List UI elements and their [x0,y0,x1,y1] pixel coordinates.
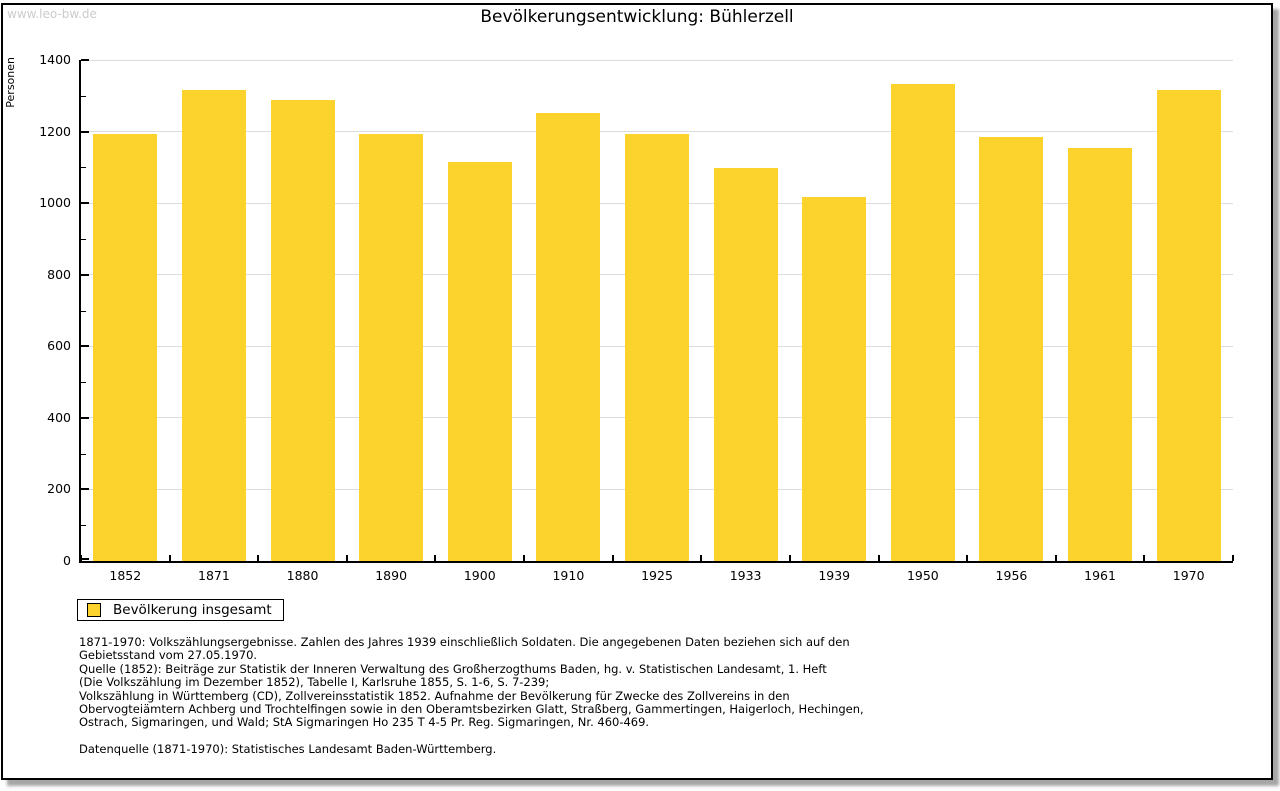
x-tick-4 [434,555,437,561]
gridline-1400 [81,59,1233,61]
watermark: www.leo-bw.de [7,7,97,21]
y-axis-title: Personen [4,57,19,127]
y-major-tick-800 [81,273,89,276]
footnote-line: (Die Volkszählung im Dezember 1852), Tab… [79,675,550,690]
bar-1939 [802,197,867,561]
x-tick-3 [345,555,348,561]
x-tick-label-1900: 1900 [463,568,496,583]
x-tick-label-1933: 1933 [729,568,762,583]
x-axis-ticks-layer [80,60,1234,561]
page-title: Bevölkerungsentwicklung: Bühlerzell [480,7,794,27]
bar-1852 [93,134,158,561]
x-tick-label-1880: 1880 [286,568,319,583]
y-tick-label-1200: 1200 [39,123,71,139]
bar-chart-plot-area: 0 200 400 600 800 1000 1200 1400 1852 1871 1880 18… [39,52,1234,583]
footnote-line: Gebietsstand vom 27.05.1970. [79,648,258,663]
y-minor-tick-900 [81,238,86,240]
y-major-tick-1000 [81,202,89,205]
x-tick-label-1910: 1910 [552,568,585,583]
y-tick-label-400: 400 [47,409,71,425]
footnote-line: Quelle (1852): Beiträge zur Statistik de… [79,661,827,676]
x-tick-label-1852: 1852 [109,568,142,583]
x-tick-label-1950: 1950 [906,568,939,583]
y-minor-tick-500 [81,382,86,384]
y-major-tick-0 [81,558,89,560]
bar-1880 [270,100,335,561]
y-tick-label-0: 0 [63,553,71,568]
x-axis-tick-labels-layer: 1852 1871 1880 1890 1900 1910 1925 1933 1939 1950… [81,60,1233,583]
footnote-line: 1871-1970: Volkszählungsergebnisse. Zahl… [79,635,850,649]
y-axis-ticks-layer [81,59,1233,561]
chart-window: www.leo-bw.de Bevölkerungsentwicklung: B… [1,3,1273,780]
y-minor-tick-700 [81,310,86,312]
y-tick-label-800: 800 [47,266,71,282]
gridline-1200 [81,131,1233,133]
x-tick-label-1890: 1890 [375,568,408,583]
bar-1890 [359,134,424,561]
bar-1956 [979,137,1044,561]
x-tick-label-1939: 1939 [818,568,851,583]
y-axis-title-text: Personen [4,57,17,108]
x-tick-12 [1143,555,1146,561]
x-tick-label-1871: 1871 [198,568,230,583]
y-tick-label-200: 200 [47,481,71,497]
legend: Bevölkerung insgesamt [77,599,284,621]
legend-swatch-icon [87,603,101,617]
footnote-line: Volkszählung in Württemberg (CD), Zollve… [79,688,790,703]
y-tick-label-1400: 1400 [39,52,71,67]
x-tick-11 [1054,555,1057,561]
bar-1970 [1156,89,1221,561]
x-tick-13 [1232,555,1234,561]
x-tick-label-1925: 1925 [641,568,673,583]
y-minor-tick-1100 [81,167,86,169]
bars-layer [81,60,1233,561]
bar-1925 [625,134,689,561]
x-tick-1 [168,555,171,561]
bar-1961 [1068,148,1133,561]
y-axis-tick-labels-layer: 0 200 400 600 800 1000 1200 1400 [39,52,1233,568]
y-tick-label-600: 600 [47,338,71,354]
x-tick-0 [80,555,82,561]
footnote-line: Obervogteiämtern Achberg und Trochtelfin… [79,702,864,717]
footnotes: 1871-1970: Volkszählungsergebnisse. Zahl… [79,635,1179,730]
x-tick-label-1956: 1956 [995,568,1028,583]
x-tick-9 [877,555,880,561]
x-tick-label-1970: 1970 [1172,568,1205,583]
x-tick-5 [523,555,526,561]
x-tick-label-1961: 1961 [1084,568,1116,583]
legend-label: Bevölkerung insgesamt [113,602,272,618]
footnote-line: Ostrach, Sigmaringen, und Wald; StA Sigm… [79,715,650,730]
y-major-tick-600 [81,345,89,348]
y-minor-tick-1300 [81,95,86,97]
bar-1910 [536,112,601,561]
bar-1950 [890,83,955,561]
y-tick-label-1000: 1000 [39,195,71,211]
datasource-line: Datenquelle (1871-1970): Statistisches L… [79,742,497,756]
bar-1871 [181,89,246,561]
x-tick-8 [788,555,791,561]
x-tick-6 [611,555,614,561]
y-major-tick-1200 [81,130,89,133]
bar-1933 [713,168,778,561]
y-major-tick-1400 [81,59,89,61]
x-tick-2 [257,555,260,561]
y-major-tick-200 [81,488,89,491]
bar-1900 [447,162,512,561]
x-tick-7 [700,555,703,561]
x-tick-10 [966,555,969,561]
y-minor-tick-100 [81,525,86,527]
y-minor-tick-300 [81,453,86,455]
y-major-tick-400 [81,416,89,419]
